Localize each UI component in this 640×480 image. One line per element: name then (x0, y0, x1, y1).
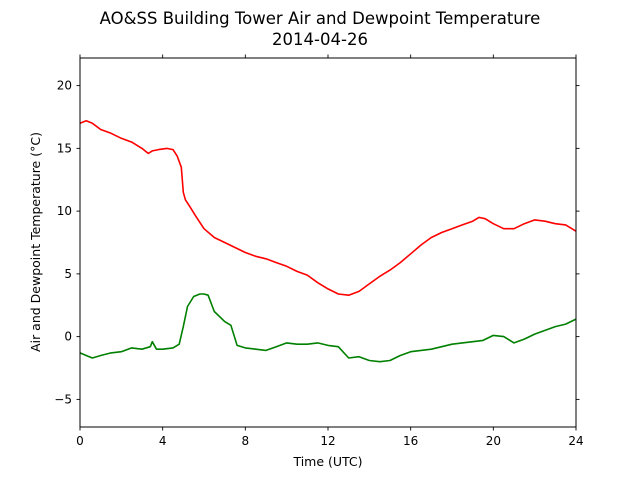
y-axis-label: Air and Dewpoint Temperature (°C) (28, 132, 43, 352)
series-layer (79, 120, 577, 363)
ticks-layer: 0 4 8 12 16 20 24 −5 0 5 10 15 20 (54, 54, 584, 448)
y-tick-label: 15 (57, 141, 72, 155)
x-tick-label: 0 (76, 434, 84, 448)
x-axis-label: Time (UTC) (292, 454, 362, 469)
x-tick-label: 20 (486, 434, 501, 448)
series-line-0 (79, 120, 577, 297)
y-tick-label: 0 (64, 330, 72, 344)
y-tick-label: 20 (57, 79, 72, 93)
x-tick-label: 16 (403, 434, 418, 448)
series-line-1 (79, 293, 577, 363)
chart-title-line-1: AO&SS Building Tower Air and Dewpoint Te… (100, 9, 541, 28)
x-tick-label: 12 (320, 434, 335, 448)
x-tick-label: 24 (568, 434, 583, 448)
y-tick-label: 5 (64, 267, 72, 281)
y-tick-label: −5 (54, 392, 72, 406)
x-tick-label: 4 (159, 434, 167, 448)
chart-title-line-2: 2014-04-26 (272, 30, 368, 49)
y-tick-label: 10 (57, 204, 72, 218)
plot-frame (79, 57, 577, 428)
x-tick-label: 8 (242, 434, 250, 448)
